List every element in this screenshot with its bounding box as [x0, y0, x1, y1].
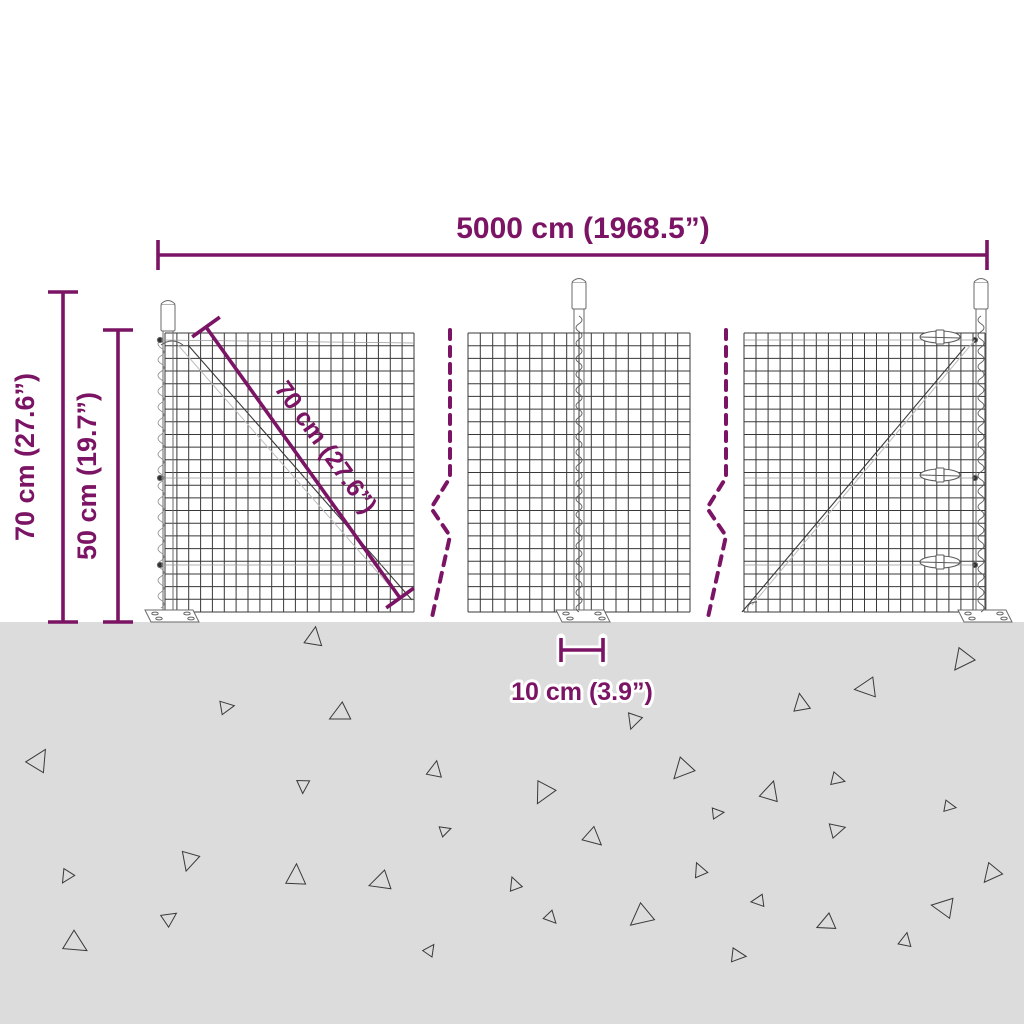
svg-text:70 cm (27.6”): 70 cm (27.6”): [10, 373, 40, 541]
svg-text:50 cm (19.7”): 50 cm (19.7”): [72, 392, 102, 560]
svg-text:5000 cm (1968.5”): 5000 cm (1968.5”): [456, 212, 710, 245]
svg-text:10 cm (3.9”): 10 cm (3.9”): [511, 678, 653, 706]
